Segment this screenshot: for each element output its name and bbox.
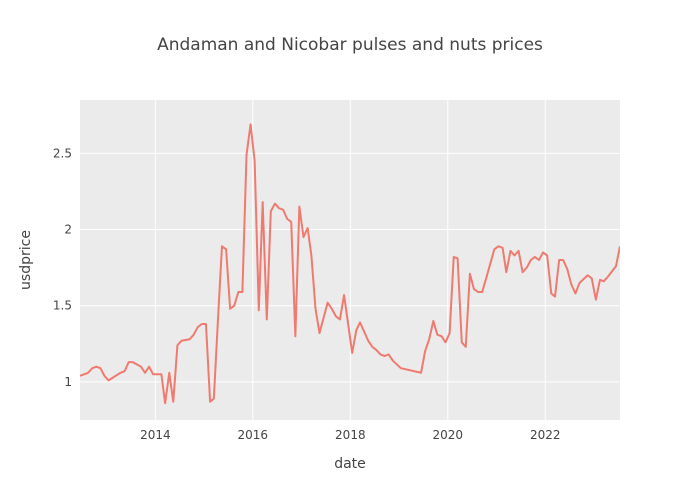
chart-title: Andaman and Nicobar pulses and nuts pric…	[157, 35, 543, 55]
y-tick-label: 2	[64, 223, 72, 237]
x-tick-label: 2016	[238, 428, 269, 442]
x-tick-label: 2020	[432, 428, 463, 442]
x-axis-ticks: 2014 2016 2018 2020 2022	[140, 428, 560, 442]
x-axis-title: date	[334, 456, 366, 472]
y-tick-label: 2.5	[53, 146, 72, 160]
series-line	[80, 123, 620, 405]
y-tick-label: 1	[64, 375, 72, 389]
y-axis-title: usdprice	[18, 230, 34, 290]
x-tick-label: 2018	[335, 428, 366, 442]
x-tick-label: 2014	[140, 428, 171, 442]
x-tick-label: 2022	[530, 428, 561, 442]
y-tick-label: 1.5	[53, 299, 72, 313]
y-axis-ticks: 1 1.5 2 2.5	[53, 146, 72, 389]
series-layer	[80, 123, 620, 405]
